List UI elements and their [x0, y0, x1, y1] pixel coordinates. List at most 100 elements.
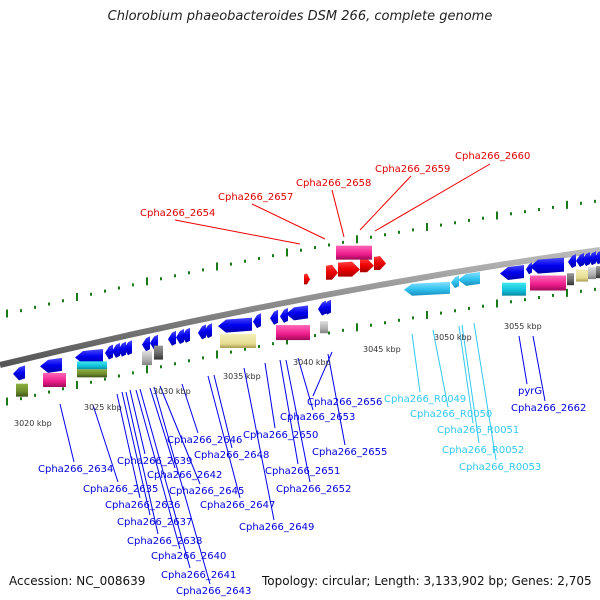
- minor-tick: [174, 274, 176, 278]
- leader-line: [359, 175, 412, 231]
- scale-label: 3045 kbp: [363, 345, 401, 354]
- gene-label[interactable]: Cpha266_2656: [307, 397, 382, 408]
- scale-label: 3035 kbp: [223, 372, 261, 381]
- minor-tick: [314, 334, 316, 338]
- minor-tick: [62, 299, 64, 303]
- gene-label[interactable]: Cpha266_2662: [511, 403, 586, 414]
- gene-label[interactable]: Cpha266_2638: [127, 536, 202, 547]
- gene-label[interactable]: Cpha266_2649: [239, 522, 314, 533]
- minor-tick: [342, 328, 344, 332]
- gene-label[interactable]: Cpha266_2636: [105, 500, 180, 511]
- scale-label: 3020 kbp: [14, 419, 52, 428]
- major-tick: [566, 288, 568, 297]
- leader-line: [129, 389, 146, 455]
- cds-gene-reverse: [75, 349, 103, 365]
- leader-line: [181, 383, 199, 434]
- highlighted-gene: [304, 273, 310, 285]
- gene-label[interactable]: Cpha266_2634: [38, 464, 113, 475]
- minor-tick: [538, 296, 540, 300]
- leader-line: [92, 404, 119, 483]
- leader-line: [264, 362, 276, 429]
- major-tick: [76, 293, 78, 302]
- minor-tick: [370, 323, 372, 327]
- leader-line: [312, 351, 333, 397]
- major-tick: [6, 397, 8, 406]
- minor-tick: [258, 344, 260, 348]
- feature-box: [567, 273, 574, 286]
- minor-tick: [300, 248, 302, 252]
- cds-gene-reverse: [526, 262, 532, 275]
- gene-label[interactable]: Cpha266_R0049: [384, 394, 466, 405]
- gene-label[interactable]: Cpha266_2635: [83, 484, 158, 495]
- leader-line: [121, 391, 151, 516]
- leader-line: [327, 353, 346, 446]
- gene-label[interactable]: Cpha266_2646: [167, 435, 242, 446]
- minor-tick: [258, 256, 260, 260]
- minor-tick: [552, 205, 554, 209]
- gene-label[interactable]: Cpha266_2657: [218, 192, 293, 203]
- minor-tick: [370, 235, 372, 239]
- minor-tick: [202, 356, 204, 360]
- minor-tick: [132, 283, 134, 287]
- gene-label[interactable]: Cpha266_2643: [176, 586, 251, 597]
- gene-label[interactable]: Cpha266_2653: [280, 412, 355, 423]
- leader-line: [116, 393, 141, 499]
- gene-label[interactable]: Cpha266_R0050: [410, 409, 492, 420]
- leader-line: [135, 389, 181, 550]
- minor-tick: [594, 287, 596, 291]
- minor-tick: [468, 306, 470, 310]
- gene-label[interactable]: Cpha266_2645: [169, 486, 244, 497]
- minor-tick: [230, 350, 232, 354]
- minor-tick: [104, 377, 106, 381]
- minor-tick: [482, 304, 484, 308]
- cds-gene-reverse: [582, 251, 590, 266]
- highlighted-gene: [338, 261, 360, 277]
- gene-label[interactable]: Cpha266_2658: [296, 178, 371, 189]
- minor-tick: [398, 318, 400, 322]
- cds-gene-reverse: [588, 251, 596, 266]
- gene-label[interactable]: Cpha266_R0051: [437, 425, 519, 436]
- gene-label[interactable]: Cpha266_2647: [200, 500, 275, 511]
- gene-label[interactable]: Cpha266_2641: [161, 570, 236, 581]
- gene-label[interactable]: Cpha266_2660: [455, 151, 530, 162]
- leader-line: [139, 388, 191, 569]
- minor-tick: [510, 300, 512, 304]
- cds-gene-reverse: [568, 253, 576, 268]
- minor-tick: [468, 218, 470, 222]
- minor-tick: [328, 243, 330, 247]
- leader-line: [331, 189, 345, 238]
- cds-gene-reverse: [168, 330, 176, 346]
- gene-label[interactable]: Cpha266_2639: [117, 456, 192, 467]
- gene-label[interactable]: Cpha266_2651: [265, 466, 340, 477]
- cds-gene-reverse: [253, 313, 261, 329]
- scale-label: 3050 kbp: [434, 333, 472, 342]
- feature-box: [77, 369, 107, 378]
- minor-tick: [244, 259, 246, 263]
- gene-label[interactable]: pyrG: [518, 386, 542, 397]
- gene-label[interactable]: Cpha266_2637: [117, 517, 192, 528]
- gene-label[interactable]: Cpha266_2648: [194, 450, 269, 461]
- major-tick: [6, 309, 8, 318]
- minor-tick: [328, 331, 330, 335]
- gene-label[interactable]: Cpha266_2655: [312, 447, 387, 458]
- gene-label[interactable]: Cpha266_2659: [375, 164, 450, 175]
- minor-tick: [132, 371, 134, 375]
- minor-tick: [412, 228, 414, 232]
- minor-tick: [104, 289, 106, 293]
- minor-tick: [34, 305, 36, 309]
- gene-label[interactable]: Cpha266_2640: [151, 551, 226, 562]
- major-tick: [356, 235, 358, 244]
- leader-line: [243, 367, 275, 521]
- minor-tick: [594, 199, 596, 203]
- gene-label[interactable]: Cpha266_2654: [140, 208, 215, 219]
- gene-label[interactable]: Cpha266_2642: [147, 470, 222, 481]
- minor-tick: [384, 233, 386, 237]
- gene-label[interactable]: Cpha266_R0052: [442, 445, 524, 456]
- gene-label[interactable]: Cpha266_R0053: [459, 462, 541, 473]
- bottom-gene-labels: Cpha266_2634 Cpha266_2635 Cpha266_2636 C…: [38, 386, 586, 597]
- major-tick: [146, 365, 148, 374]
- feature-track: [13, 245, 600, 397]
- gene-label[interactable]: Cpha266_2650: [243, 430, 318, 441]
- gene-label[interactable]: Cpha266_2652: [276, 484, 351, 495]
